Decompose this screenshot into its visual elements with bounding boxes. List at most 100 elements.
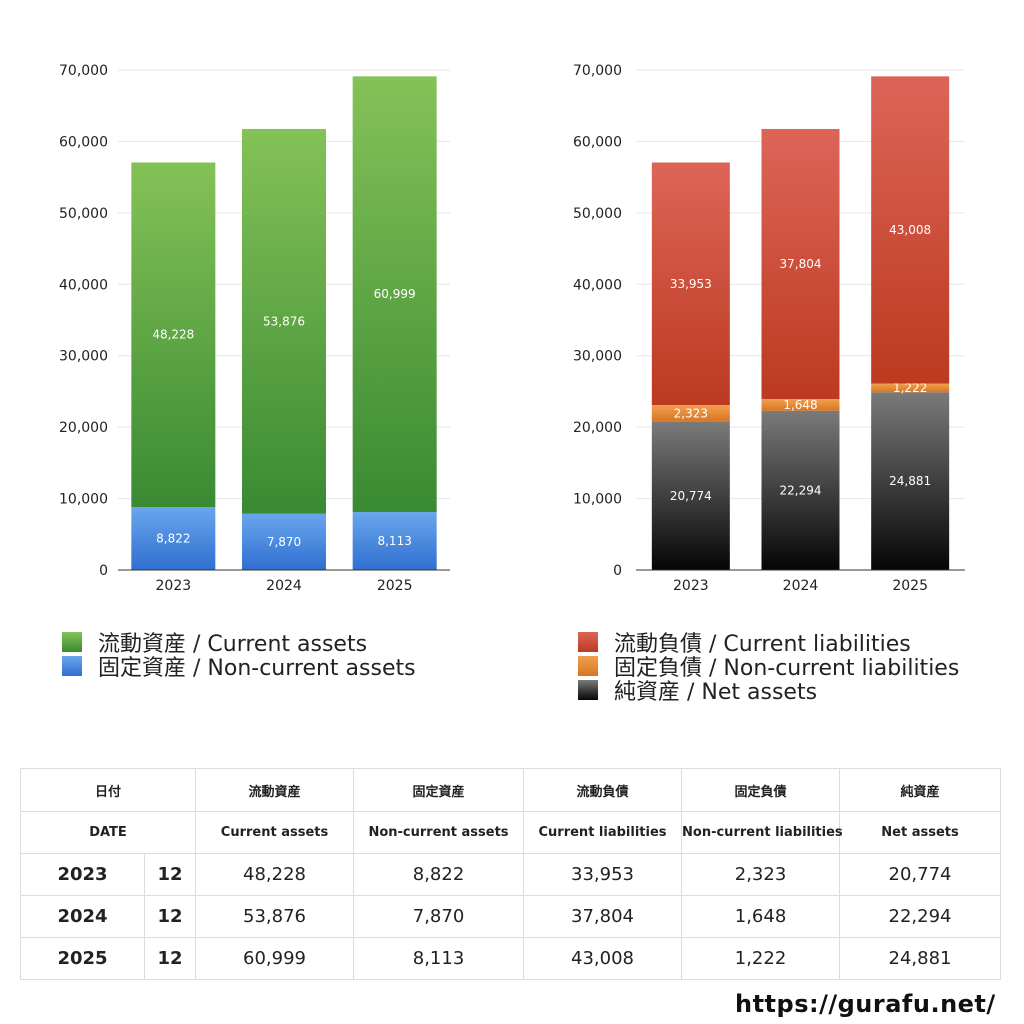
bar-segment	[352, 76, 437, 513]
current-assets-cell: 60,999	[195, 937, 355, 980]
table-header-ja: 日付 流動資産 固定資産 流動負債 固定負債 純資産	[19, 768, 1002, 812]
y-tick-label: 0	[613, 563, 622, 579]
non-current-liabilities-swatch	[578, 656, 598, 676]
header-date-en: DATE	[19, 811, 197, 854]
balance-sheet-charts: 0 10,000 20,000 30,000 40,000 50,000 60,000 70,…	[59, 63, 965, 594]
year-cell: 2025	[20, 937, 145, 980]
net-assets-cell: 20,774	[839, 853, 1002, 896]
bar-segment	[131, 162, 216, 507]
table-row: 2024 12 53,876 7,870 37,804 1,648 22,294	[20, 895, 1002, 938]
x-tick-label: 2024	[266, 578, 302, 594]
data-label: 48,228	[152, 328, 194, 342]
y-tick-label: 10,000	[573, 492, 622, 508]
x-tick-label: 2024	[783, 578, 819, 594]
y-tick-label: 70,000	[573, 63, 622, 79]
bar-segment	[761, 398, 840, 411]
legend-item-current-assets: 流動資産 / Current assets	[62, 630, 416, 657]
month-cell: 12	[143, 853, 197, 896]
liabilities-net-assets-chart: 0 10,000 20,000 30,000 40,000 50,000 60,000 70,…	[573, 63, 965, 594]
current-liabilities-cell: 43,008	[523, 937, 683, 980]
non-current-liabilities-cell: 1,648	[681, 895, 841, 938]
net-assets-swatch	[578, 680, 598, 700]
data-label: 20,774	[670, 489, 712, 503]
site-url: https://gurafu.net/	[735, 990, 996, 1018]
table-row: 2025 12 60,999 8,113 43,008 1,222 24,881	[20, 937, 1002, 980]
y-tick-label: 0	[99, 563, 108, 579]
data-label: 2,323	[674, 406, 708, 420]
header-non-current-liabilities-en: Non-current liabilities	[681, 811, 843, 854]
data-label: 8,113	[377, 534, 411, 548]
table-header-en: DATE Current assets Non-current assets C…	[19, 811, 1002, 854]
data-label: 60,999	[374, 287, 416, 301]
bar-segment	[871, 383, 950, 393]
current-liabilities-cell: 37,804	[523, 895, 683, 938]
header-net-assets-en: Net assets	[839, 811, 1002, 854]
y-tick-label: 70,000	[59, 63, 108, 79]
y-tick-label: 20,000	[59, 420, 108, 436]
liabilities-legend: 流動負債 / Current liabilities 固定負債 / Non-cu…	[578, 630, 959, 705]
y-tick-label: 30,000	[59, 349, 108, 365]
legend-item-net-assets: 純資産 / Net assets	[578, 678, 959, 705]
assets-legend: 流動資産 / Current assets 固定資産 / Non-current…	[62, 630, 416, 681]
data-label: 8,822	[156, 531, 190, 545]
legend-label: 純資産 / Net assets	[614, 680, 818, 705]
bar-segment	[761, 410, 840, 570]
net-assets-cell: 22,294	[839, 895, 1002, 938]
x-tick-label: 2025	[892, 578, 928, 594]
current-assets-cell: 48,228	[195, 853, 355, 896]
data-label: 1,648	[783, 398, 817, 412]
bar-segment	[871, 76, 950, 384]
legend-label: 流動負債 / Current liabilities	[614, 632, 911, 657]
header-non-current-assets-ja: 固定資産	[353, 768, 525, 812]
legend-item-non-current-assets: 固定資産 / Non-current assets	[62, 654, 416, 681]
y-tick-label: 40,000	[59, 277, 108, 293]
assets-chart: 0 10,000 20,000 30,000 40,000 50,000 60,000 70,…	[59, 63, 450, 594]
non-current-liabilities-cell: 1,222	[681, 937, 841, 980]
legend-item-non-current-liabilities: 固定負債 / Non-current liabilities	[578, 654, 959, 681]
bar-segment	[651, 162, 730, 406]
current-liabilities-swatch	[578, 632, 598, 652]
year-cell: 2023	[20, 853, 145, 896]
legend-label: 固定資産 / Non-current assets	[98, 656, 416, 681]
non-current-liabilities-cell: 2,323	[681, 853, 841, 896]
non-current-assets-swatch	[62, 656, 82, 676]
data-label: 7,870	[267, 535, 301, 549]
header-current-liabilities-en: Current liabilities	[523, 811, 683, 854]
data-label: 1,222	[893, 381, 927, 395]
balance-sheet-table: 日付 流動資産 固定資産 流動負債 固定負債 純資産 DATE Current …	[19, 768, 1002, 980]
header-current-assets-ja: 流動資産	[195, 768, 355, 812]
non-current-assets-cell: 8,822	[353, 853, 525, 896]
x-tick-label: 2023	[673, 578, 709, 594]
table-row: 2023 12 48,228 8,822 33,953 2,323 20,774	[20, 853, 1002, 896]
y-tick-label: 10,000	[59, 492, 108, 508]
data-label: 22,294	[780, 483, 822, 497]
bar-segment	[352, 512, 437, 570]
data-label: 53,876	[263, 314, 305, 328]
bar-segment	[761, 128, 840, 399]
header-date-ja: 日付	[19, 768, 197, 812]
data-label: 37,804	[780, 257, 822, 271]
legend-label: 流動資産 / Current assets	[98, 632, 368, 657]
x-tick-label: 2025	[377, 578, 413, 594]
legend-label: 固定負債 / Non-current liabilities	[614, 656, 960, 681]
header-current-liabilities-ja: 流動負債	[523, 768, 683, 812]
y-tick-label: 40,000	[573, 277, 622, 293]
bar-segment	[871, 392, 950, 570]
month-cell: 12	[143, 895, 197, 938]
bar-segment	[651, 405, 730, 422]
non-current-assets-cell: 8,113	[353, 937, 525, 980]
bar-segment	[651, 421, 730, 570]
y-tick-label: 20,000	[573, 420, 622, 436]
current-liabilities-cell: 33,953	[523, 853, 683, 896]
month-cell: 12	[143, 937, 197, 980]
legend-item-current-liabilities: 流動負債 / Current liabilities	[578, 630, 959, 657]
data-label: 43,008	[889, 223, 931, 237]
y-tick-label: 60,000	[573, 134, 622, 150]
header-non-current-assets-en: Non-current assets	[353, 811, 525, 854]
y-tick-label: 30,000	[573, 349, 622, 365]
bar-segment	[242, 513, 326, 570]
header-current-assets-en: Current assets	[195, 811, 355, 854]
x-tick-label: 2023	[156, 578, 192, 594]
y-tick-label: 60,000	[59, 134, 108, 150]
data-label: 24,881	[889, 474, 931, 488]
